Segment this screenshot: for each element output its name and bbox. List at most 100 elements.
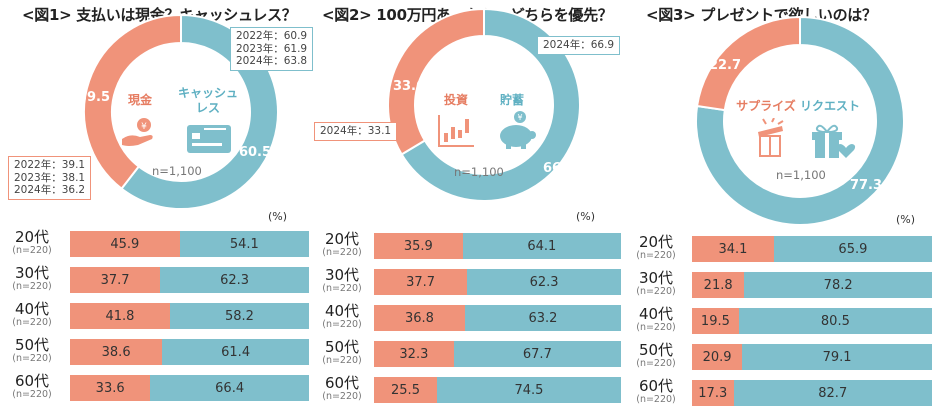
- category-label-line: 貯蓄: [499, 93, 524, 107]
- donut-value-label-2: 77.3: [850, 178, 882, 193]
- bar-segment-1: 38.6: [70, 339, 163, 365]
- bar-segment-1: 37.7: [374, 269, 468, 295]
- stacked-bar: 37.7 62.3: [374, 269, 621, 295]
- callout-line: 2024年：36.2: [14, 184, 86, 196]
- age-label: 40代: [638, 305, 674, 323]
- category-label-line: キャッシュ: [177, 86, 238, 100]
- callout-segment1-history: 2024年：33.1: [314, 122, 398, 141]
- age-group-label: 20代 (n=220): [310, 231, 374, 258]
- category-label-1: 現金: [110, 93, 170, 108]
- callout-line: 2024年：66.9: [543, 39, 615, 51]
- unit-label: (%): [268, 210, 288, 223]
- bar-segment-2: 62.3: [160, 267, 309, 293]
- bar-segment-2: 54.1: [179, 231, 309, 257]
- stacked-bar: 37.7 62.3: [70, 267, 309, 293]
- age-group-label: 60代 (n=220): [624, 378, 688, 405]
- donut-slice-1: [695, 15, 801, 112]
- age-group-label: 30代 (n=220): [0, 265, 64, 292]
- bar-segment-1: 35.9: [374, 233, 463, 259]
- donut-chart: 22.7 77.3: [695, 15, 905, 226]
- bar-segment-2: 79.1: [742, 344, 932, 370]
- donut-value-label-2: 60.5: [239, 145, 271, 160]
- donut-value-label-1: 22.7: [709, 58, 741, 73]
- cash-hand-icon: ¥: [122, 118, 153, 146]
- age-label: 60代: [14, 372, 50, 390]
- stacked-bar: 20.9 79.1: [692, 344, 932, 370]
- bar-segment-2: 67.7: [453, 341, 621, 367]
- bar-segment-1: 37.7: [70, 267, 161, 293]
- age-group-label: 60代 (n=220): [0, 373, 64, 400]
- gift-heart-icon: [812, 124, 856, 158]
- donut-value-label-1: 33.6: [393, 79, 425, 94]
- bar-segment-1: 20.9: [692, 344, 743, 370]
- stacked-bar: 41.8 58.2: [70, 303, 309, 329]
- age-label: 40代: [14, 300, 50, 318]
- donut-value-label-1: 39.5: [78, 90, 110, 105]
- bar-segment-1: 32.3: [374, 341, 454, 367]
- bar-segment-2: 63.2: [464, 305, 621, 331]
- bar-segment-2: 78.2: [744, 272, 932, 298]
- sample-size-label: n=1,100: [776, 168, 826, 182]
- age-group-label: 30代 (n=220): [310, 267, 374, 294]
- age-sample-size: (n=220): [322, 355, 362, 366]
- category-label-2: リクエスト: [794, 99, 866, 114]
- stock-chart-icon: [438, 115, 474, 147]
- age-label: 60代: [324, 374, 360, 392]
- age-label: 40代: [324, 302, 360, 320]
- bar-segment-2: 80.5: [738, 308, 932, 334]
- age-sample-size: (n=220): [12, 245, 52, 256]
- age-group-label: 40代 (n=220): [310, 303, 374, 330]
- age-group-label: 40代 (n=220): [0, 301, 64, 328]
- callout-line: 2023年：38.1: [14, 171, 86, 184]
- callout-segment2-history: 2024年：66.9: [537, 36, 621, 55]
- surprise-box-icon: [758, 118, 784, 157]
- stacked-bar: 34.1 65.9: [692, 236, 932, 262]
- age-label: 30代: [324, 266, 360, 284]
- bar-segment-1: 21.8: [692, 272, 745, 298]
- bar-segment-1: 45.9: [70, 231, 180, 257]
- age-label: 60代: [638, 377, 674, 395]
- age-group-label: 50代 (n=220): [310, 339, 374, 366]
- age-sample-size: (n=220): [322, 283, 362, 294]
- chart-panel-cash-cashless: <図1> 支払いは現金？キャッシュレス？ 39.5 60.5 現金 キャッシュ レ…: [0, 0, 314, 414]
- age-group-label: 20代 (n=220): [624, 234, 688, 261]
- age-sample-size: (n=220): [12, 353, 52, 364]
- svg-text:¥: ¥: [517, 113, 522, 122]
- age-sample-size: (n=220): [636, 250, 676, 261]
- donut-chart: 33.6 66.4: [387, 7, 581, 202]
- bar-segment-1: 25.5: [374, 377, 437, 403]
- stacked-bar: 19.5 80.5: [692, 308, 932, 334]
- callout-line: 2024年：33.1: [320, 125, 392, 137]
- bar-segment-2: 64.1: [462, 233, 621, 259]
- age-label: 30代: [14, 264, 50, 282]
- age-label: 50代: [14, 336, 50, 354]
- callout-line: 2023年：61.9: [236, 42, 308, 55]
- chart-panel-gift-preference: <図3> プレゼントで欲しいのは？ 22.7 77.3 サプライズ リクエスト n…: [626, 0, 934, 414]
- donut-value-label-2: 66.4: [543, 161, 575, 176]
- bar-segment-1: 17.3: [692, 380, 734, 406]
- chart-panel-invest-savings: <図2> 100万円あったら、どちらを優先？ 33.666.4 投資 貯蓄 ¥ …: [312, 0, 624, 414]
- donut-slice-2: [400, 7, 581, 202]
- age-sample-size: (n=220): [322, 391, 362, 402]
- callout-line: 2024年：63.8: [236, 55, 308, 67]
- category-label-line: リクエスト: [799, 99, 860, 113]
- age-sample-size: (n=220): [322, 247, 362, 258]
- age-group-label: 50代 (n=220): [624, 342, 688, 369]
- age-label: 50代: [324, 338, 360, 356]
- bar-segment-1: 34.1: [692, 236, 774, 262]
- bar-segment-2: 82.7: [733, 380, 932, 406]
- category-label-line: サプライズ: [736, 99, 796, 113]
- stacked-bar: 35.9 64.1: [374, 233, 621, 259]
- svg-text:¥: ¥: [141, 122, 147, 132]
- age-sample-size: (n=220): [636, 394, 676, 405]
- age-label: 20代: [324, 230, 360, 248]
- bar-segment-1: 41.8: [70, 303, 170, 329]
- age-sample-size: (n=220): [12, 317, 52, 328]
- callout-segment1-history: 2022年：39.1 2023年：38.1 2024年：36.2: [8, 156, 92, 200]
- bar-segment-1: 33.6: [70, 375, 151, 401]
- age-group-label: 50代 (n=220): [0, 337, 64, 364]
- category-label-1: 投資: [434, 93, 478, 108]
- unit-label: (%): [576, 210, 596, 223]
- category-label-2: キャッシュ レス: [168, 86, 248, 116]
- bar-segment-2: 58.2: [169, 303, 309, 329]
